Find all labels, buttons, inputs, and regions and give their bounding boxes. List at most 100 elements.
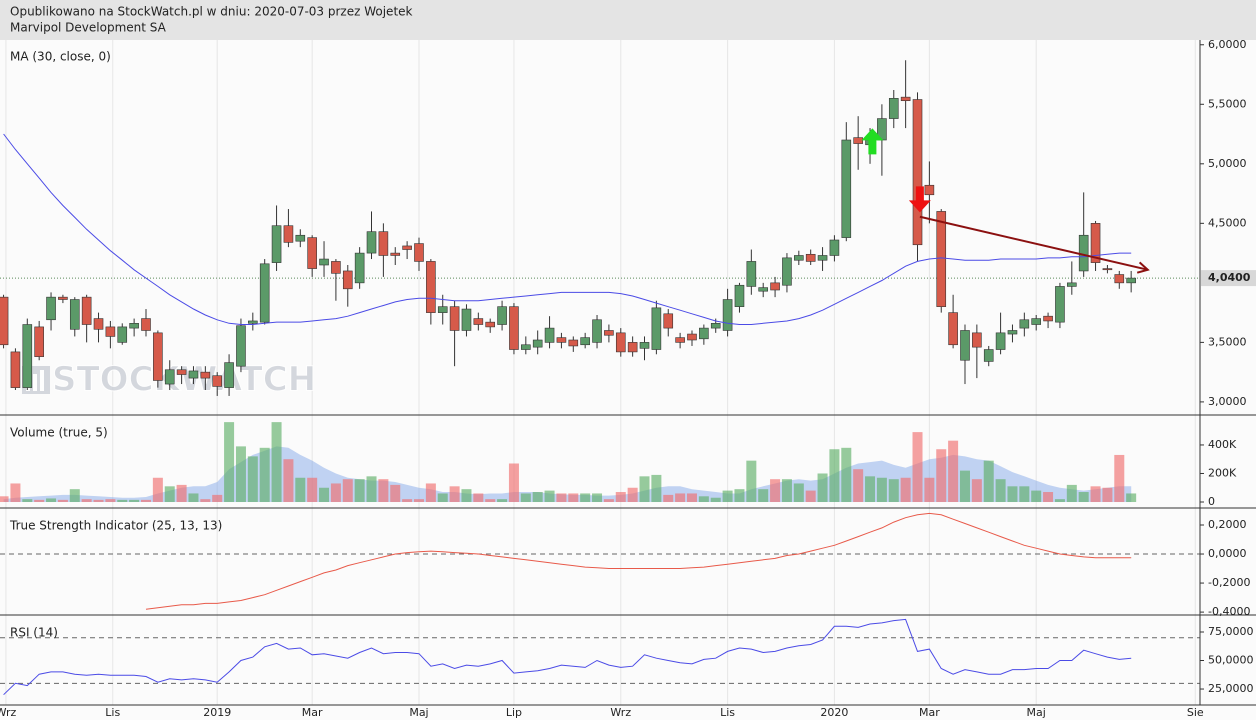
candle-body (1007, 330, 1018, 335)
candle-body (912, 99, 923, 246)
volume-bar (485, 499, 496, 503)
candle-body (556, 337, 567, 343)
panel-label: MA (30, close, 0) (10, 50, 111, 64)
candle-body (544, 327, 555, 343)
header-subtitle: Marvipol Development SA (10, 21, 167, 35)
candle-body (1078, 234, 1089, 272)
candle-body (437, 306, 448, 313)
volume-bar (971, 479, 982, 503)
candle-body (580, 337, 590, 346)
panel-label: Volume (true, 5) (10, 426, 108, 440)
candle-body (414, 243, 424, 262)
candle-body (1126, 277, 1136, 284)
panel-label: True Strength Indicator (25, 13, 13) (9, 519, 222, 533)
candle-body (354, 252, 365, 284)
y-tick-label: 3,0000 (1208, 395, 1247, 408)
volume-bar (544, 490, 555, 503)
volume-bar (93, 499, 104, 503)
volume-bar (283, 459, 294, 503)
y-tick-label: 200K (1208, 466, 1237, 479)
volume-bar (354, 479, 365, 503)
candle-body (1102, 268, 1113, 271)
x-tick-label: Mar (919, 706, 940, 719)
candle-body (841, 139, 852, 238)
volume-bar (592, 493, 603, 503)
volume-bar (34, 499, 45, 503)
volume-bar (437, 493, 448, 503)
volume-bar (497, 499, 508, 503)
volume-bar (1126, 493, 1137, 503)
y-tick-label: 25,0000 (1208, 682, 1254, 695)
candle-body (758, 287, 769, 292)
trend-arrowhead (1136, 261, 1150, 274)
y-tick-label: 0,2000 (1208, 518, 1247, 531)
watermark-text: STOCKWATCH (52, 360, 316, 400)
x-tick-label: 2020 (820, 706, 848, 719)
volume-bar (1007, 486, 1018, 503)
volume-bar (46, 498, 57, 503)
volume-bar (758, 489, 769, 503)
volume-bar (413, 499, 424, 503)
candle-body (141, 318, 151, 331)
volume-bar (259, 447, 270, 503)
candle-body (449, 306, 460, 331)
candle-body (69, 299, 80, 330)
candle-body (236, 325, 246, 367)
candle-body (687, 333, 697, 341)
candle-body (259, 263, 270, 323)
candle-body (651, 307, 662, 350)
volume-bar (853, 469, 864, 503)
volume-bar (152, 477, 163, 503)
volume-bar (330, 483, 341, 503)
volume-bar (675, 493, 686, 503)
volume-bar (746, 460, 757, 503)
volume-bar (770, 479, 781, 503)
volume-bar (805, 490, 816, 503)
signal-arrow (908, 186, 931, 213)
volume-bar (948, 440, 959, 503)
candle-body (22, 324, 33, 388)
candle-body (34, 326, 44, 357)
watermark-icon (33, 374, 37, 391)
volume-bar (829, 449, 840, 503)
y-tick-label: 400K (1208, 438, 1237, 451)
volume-bar (247, 456, 258, 503)
volume-bar (224, 422, 235, 503)
candle-body (734, 284, 745, 307)
volume-bar (936, 449, 947, 503)
volume-bar (390, 484, 401, 503)
trend-line (919, 215, 1149, 271)
y-tick-label: 5,0000 (1208, 157, 1247, 170)
volume-bar (817, 473, 828, 503)
candle-body (829, 239, 840, 256)
candle-body (604, 330, 614, 336)
volume-bar (0, 496, 9, 503)
y-tick-label: 4,5000 (1208, 216, 1247, 229)
volume-bar (900, 477, 911, 503)
volume-bar (876, 477, 887, 503)
candle-body (295, 234, 306, 242)
volume-bar (164, 486, 175, 503)
volume-bar (1019, 486, 1030, 503)
candle-body (509, 306, 519, 350)
grid (5, 40, 1196, 705)
volume-bar (461, 489, 472, 503)
candle-body (93, 318, 104, 330)
candle-body (615, 332, 626, 353)
indicator-line (3, 618, 1132, 696)
candle-body (924, 184, 935, 196)
volume-bar (556, 493, 567, 503)
volume-bar (1043, 492, 1054, 503)
candle-body (0, 296, 9, 346)
candle-body (426, 261, 436, 313)
candle-body (153, 332, 163, 381)
candle-body (473, 318, 484, 325)
volume-bar (176, 484, 187, 503)
candle-body (1090, 223, 1101, 263)
candle-body (497, 306, 507, 325)
volume-bar (188, 493, 199, 503)
volume-bar (686, 493, 697, 503)
y-tick-label: -0,2000 (1208, 576, 1250, 589)
volume-bar (1054, 499, 1065, 503)
candle-body (224, 362, 234, 388)
